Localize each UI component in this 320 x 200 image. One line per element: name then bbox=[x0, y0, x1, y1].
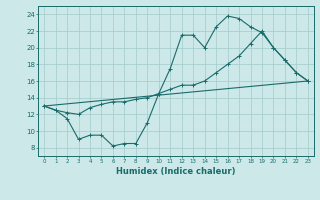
X-axis label: Humidex (Indice chaleur): Humidex (Indice chaleur) bbox=[116, 167, 236, 176]
